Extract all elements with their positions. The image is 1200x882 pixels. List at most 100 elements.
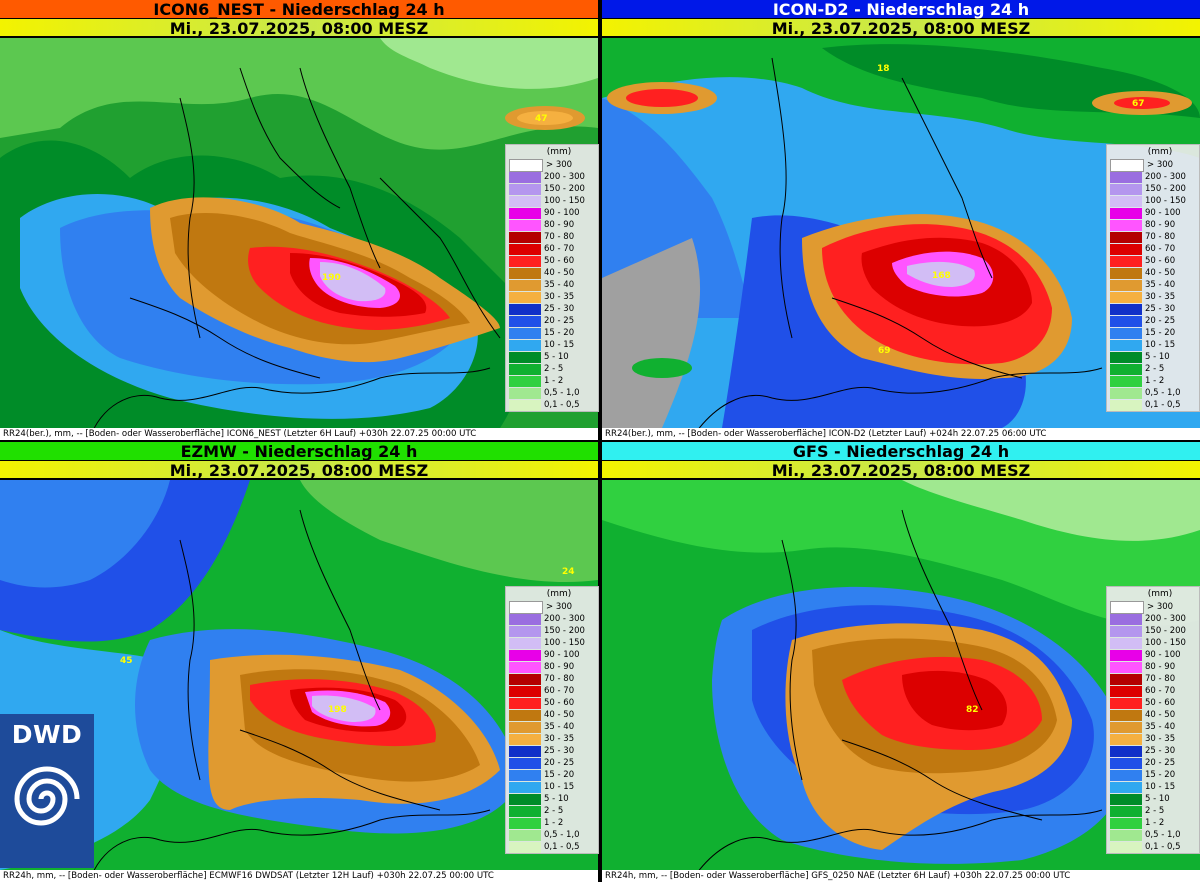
legend-swatch: [509, 363, 541, 375]
legend-label: 50 - 60: [544, 698, 575, 708]
legend-label: 200 - 300: [544, 172, 585, 182]
legend-swatch: [509, 709, 541, 721]
local-max-label: 69: [878, 346, 891, 356]
legend-item: 60 - 70: [506, 685, 598, 697]
legend-swatch: [509, 661, 541, 673]
legend-item: 50 - 60: [506, 255, 598, 267]
legend-swatch: [1110, 613, 1142, 625]
legend-label: 0,5 - 1,0: [544, 830, 580, 840]
legend-label: 2 - 5: [1145, 806, 1165, 816]
legend-item: 70 - 80: [506, 673, 598, 685]
panel-icon-d2: ICON-D2 - Niederschlag 24 h Mi., 23.07.2…: [602, 0, 1200, 440]
legend-swatch: [509, 781, 541, 793]
legend-swatch: [509, 805, 541, 817]
legend-swatch: [1110, 158, 1144, 172]
legend-label: 200 - 300: [544, 614, 585, 624]
legend-item: 15 - 20: [1107, 769, 1199, 781]
legend-label: 15 - 20: [1145, 770, 1176, 780]
legend-item: 40 - 50: [506, 267, 598, 279]
legend-swatch: [1110, 231, 1142, 243]
legend-swatch: [1110, 291, 1142, 303]
legend-swatch: [1110, 375, 1142, 387]
legend-swatch: [509, 745, 541, 757]
legend-item: 200 - 300: [1107, 171, 1199, 183]
precip-map: 190 47: [0, 38, 598, 428]
legend-swatch: [509, 243, 541, 255]
legend-label: 35 - 40: [544, 722, 575, 732]
legend-label: 80 - 90: [1145, 662, 1176, 672]
legend-swatch: [509, 649, 541, 661]
legend-swatch: [1110, 327, 1142, 339]
precip-map: 198 45 24: [0, 480, 598, 870]
legend-item: 25 - 30: [506, 303, 598, 315]
legend-item: 1 - 2: [1107, 817, 1199, 829]
legend-label: 150 - 200: [1145, 626, 1186, 636]
legend-label: 25 - 30: [544, 746, 575, 756]
legend-swatch: [509, 195, 541, 207]
legend-swatch: [1110, 207, 1142, 219]
legend-label: 80 - 90: [1145, 220, 1176, 230]
legend-label: 15 - 20: [1145, 328, 1176, 338]
legend-swatch: [1110, 781, 1142, 793]
legend-label: 0,5 - 1,0: [544, 388, 580, 398]
legend-item: 70 - 80: [506, 231, 598, 243]
legend-item: > 300: [506, 158, 598, 172]
legend-item: 15 - 20: [1107, 327, 1199, 339]
legend-label: 0,1 - 0,5: [1145, 400, 1181, 410]
legend-item: 150 - 200: [1107, 183, 1199, 195]
legend-item: 0,5 - 1,0: [506, 829, 598, 841]
legend-label: 25 - 30: [1145, 304, 1176, 314]
legend-item: 150 - 200: [1107, 625, 1199, 637]
legend-swatch: [1110, 649, 1142, 661]
legend-label: 1 - 2: [544, 818, 564, 828]
legend-item: 80 - 90: [1107, 661, 1199, 673]
legend-item: 2 - 5: [1107, 363, 1199, 375]
legend-label: 40 - 50: [1145, 268, 1176, 278]
legend-item: 80 - 90: [1107, 219, 1199, 231]
legend-label: 50 - 60: [544, 256, 575, 266]
legend-swatch: [509, 375, 541, 387]
legend-swatch: [509, 613, 541, 625]
legend-label: 20 - 25: [544, 316, 575, 326]
legend-label: 5 - 10: [1145, 794, 1170, 804]
legend-item: 100 - 150: [506, 637, 598, 649]
legend-swatch: [1110, 661, 1142, 673]
panel-date: Mi., 23.07.2025, 08:00 MESZ: [602, 19, 1200, 38]
legend-label: 2 - 5: [544, 364, 564, 374]
legend-swatch: [509, 255, 541, 267]
legend-swatch: [1110, 303, 1142, 315]
panel-title: ICON-D2 - Niederschlag 24 h: [602, 0, 1200, 19]
legend-item: 80 - 90: [506, 219, 598, 231]
swirl-icon: [14, 766, 80, 826]
legend-label: 5 - 10: [1145, 352, 1170, 362]
legend-item: 90 - 100: [506, 207, 598, 219]
legend-item: 90 - 100: [506, 649, 598, 661]
legend-label: 50 - 60: [1145, 698, 1176, 708]
legend-swatch: [509, 637, 541, 649]
legend-item: 25 - 30: [506, 745, 598, 757]
legend-label: 80 - 90: [544, 662, 575, 672]
legend-swatch: [509, 769, 541, 781]
legend-swatch: [509, 600, 543, 614]
legend-swatch: [509, 158, 543, 172]
legend-label: 5 - 10: [544, 352, 569, 362]
legend-swatch: [509, 793, 541, 805]
legend-item: 0,5 - 1,0: [506, 387, 598, 399]
legend-label: 100 - 150: [544, 638, 585, 648]
legend-label: 200 - 300: [1145, 172, 1186, 182]
legend-label: > 300: [1147, 160, 1174, 170]
legend-swatch: [509, 673, 541, 685]
legend-swatch: [509, 399, 541, 411]
local-max-label: 67: [1132, 99, 1145, 109]
legend-swatch: [509, 829, 541, 841]
legend-swatch: [1110, 219, 1142, 231]
legend-label: 30 - 35: [544, 292, 575, 302]
legend-label: 100 - 150: [544, 196, 585, 206]
legend-swatch: [1110, 363, 1142, 375]
legend-swatch: [509, 327, 541, 339]
panel-title: EZMW - Niederschlag 24 h: [0, 442, 598, 461]
legend-item: 40 - 50: [1107, 709, 1199, 721]
legend-swatch: [1110, 171, 1142, 183]
legend-item: 100 - 150: [506, 195, 598, 207]
legend-item: 100 - 150: [1107, 637, 1199, 649]
